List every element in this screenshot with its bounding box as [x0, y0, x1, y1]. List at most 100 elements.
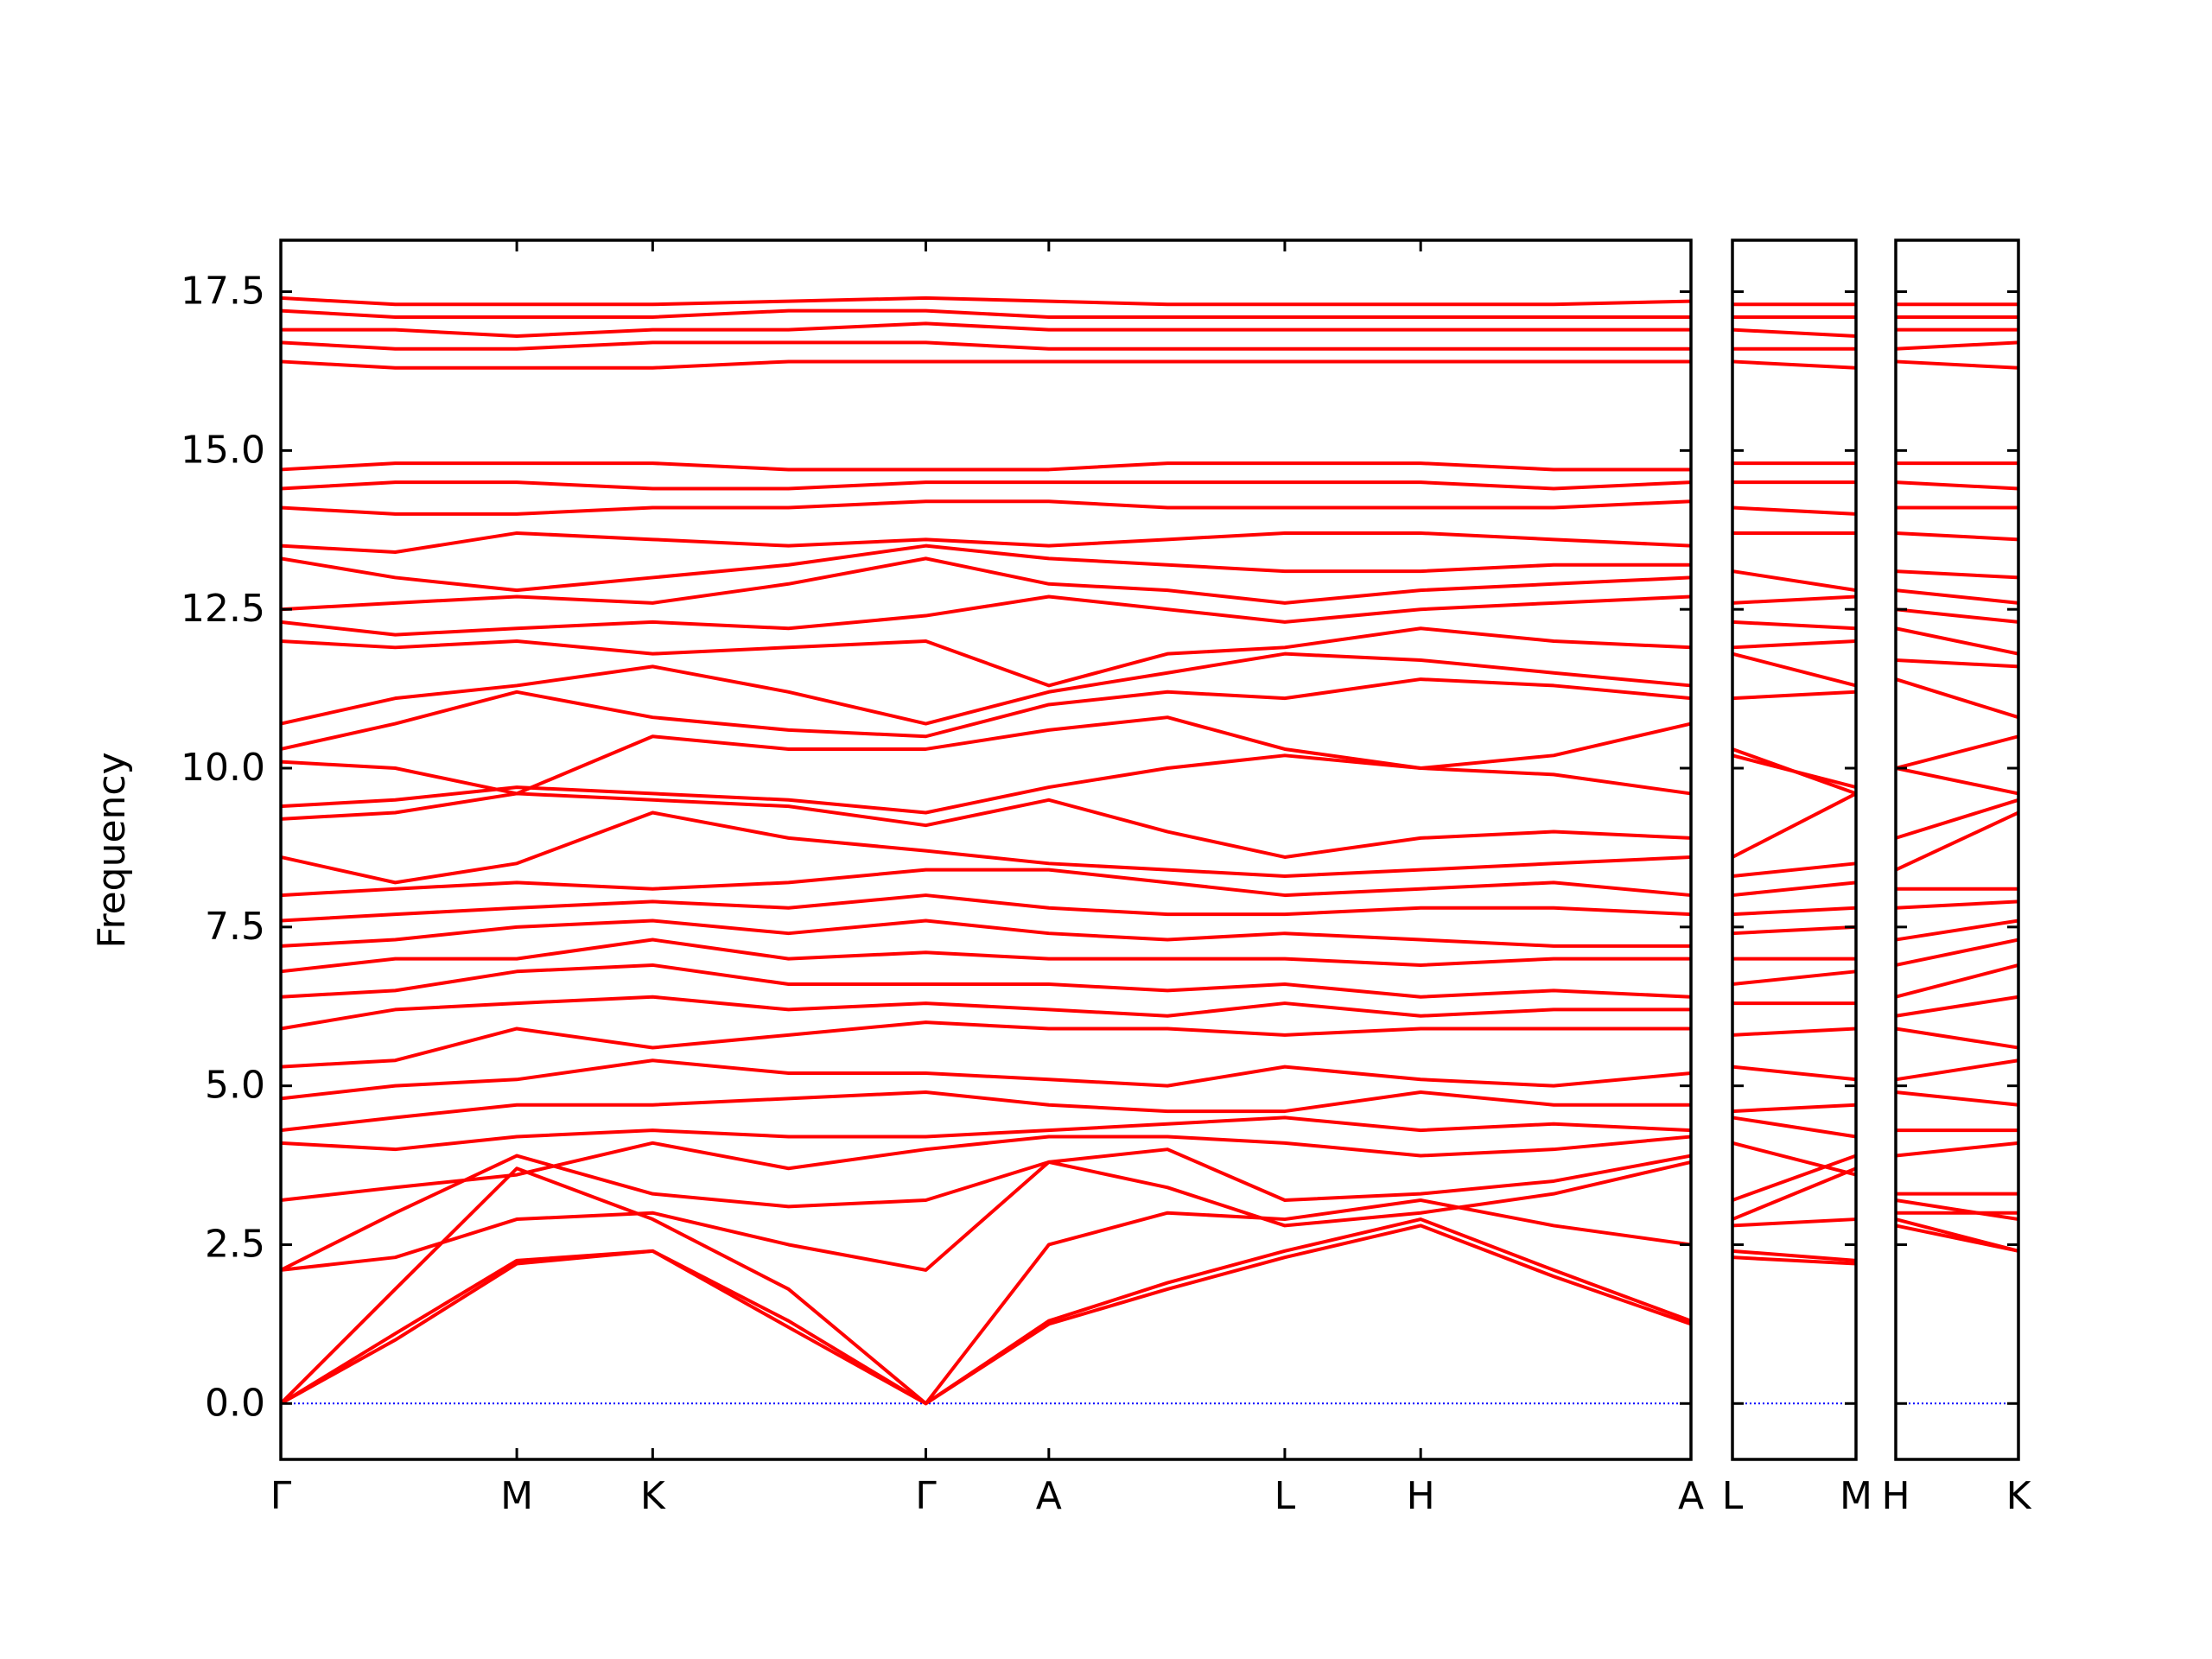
- x-tick-label: M: [1840, 1474, 1872, 1518]
- band-line: [1895, 340, 2019, 351]
- band-line: [280, 626, 1692, 688]
- band-line: [1895, 938, 2019, 967]
- band-line: [280, 359, 1691, 370]
- band-line: [1732, 1154, 1857, 1202]
- y-tick-label: 5.0: [205, 1064, 265, 1108]
- band-line: [1732, 1217, 1857, 1228]
- band-line: [1732, 690, 1857, 701]
- band-line: [280, 480, 1692, 491]
- y-tick-label: 15.0: [181, 428, 265, 472]
- x-tick-label: H: [1881, 1474, 1910, 1518]
- band-line: [1895, 766, 2019, 796]
- band-line: [280, 1135, 1692, 1202]
- x-tick-label: K: [2006, 1474, 2032, 1518]
- x-tick-label: A: [1036, 1474, 1062, 1518]
- y-tick-label: 17.5: [181, 270, 265, 314]
- band-line: [280, 308, 1691, 319]
- band-line: [279, 1217, 1692, 1406]
- band-line: [280, 1116, 1692, 1152]
- band-line: [1732, 594, 1857, 605]
- band-line: [280, 677, 1692, 751]
- band-line: [1895, 899, 2019, 910]
- band-line: [280, 715, 1692, 796]
- band-line: [280, 791, 1692, 859]
- band-line: [1895, 963, 2019, 999]
- y-tick-label: 10.0: [181, 746, 265, 790]
- x-tick-label: K: [640, 1474, 666, 1518]
- band-line: [1732, 1141, 1857, 1177]
- band-line: [280, 1058, 1692, 1101]
- band-line: [1732, 1103, 1857, 1114]
- band-line: [280, 461, 1691, 472]
- band-line: [1895, 1058, 2019, 1082]
- band-line: [1732, 791, 1857, 859]
- band-line: [1895, 1090, 2019, 1107]
- band-line: [280, 868, 1692, 898]
- band-line: [1895, 1198, 2019, 1222]
- band-line: [1732, 1116, 1857, 1139]
- band-line: [1895, 810, 2019, 872]
- band-line: [1732, 861, 1857, 878]
- band-line: [280, 918, 1691, 948]
- y-axis-label: Frequency: [90, 752, 134, 948]
- band-line: [1732, 1249, 1857, 1262]
- band-line: [280, 995, 1691, 1031]
- plot-frame: [1731, 238, 1858, 1461]
- band-line: [1732, 747, 1857, 796]
- band-line: [1895, 1217, 2019, 1253]
- band-line: [1732, 505, 1857, 516]
- band-line: [280, 1224, 1692, 1406]
- band-line: [280, 1147, 1692, 1272]
- band-line: [1732, 906, 1857, 917]
- band-line: [280, 938, 1691, 974]
- band-line: [1895, 1027, 2019, 1050]
- band-line: [1895, 607, 2019, 624]
- x-tick-label: Γ: [915, 1474, 937, 1518]
- band-line: [1732, 327, 1857, 339]
- band-line: [1732, 652, 1857, 688]
- band-line: [1732, 359, 1857, 370]
- band-line: [1732, 569, 1857, 593]
- band-line: [280, 652, 1692, 726]
- x-tick-label: L: [1274, 1474, 1296, 1518]
- band-line: [1732, 925, 1857, 936]
- band-line: [1732, 880, 1857, 898]
- x-tick-label: M: [500, 1474, 533, 1518]
- y-tick-label: 2.5: [205, 1222, 265, 1266]
- band-line: [1895, 734, 2019, 770]
- band-line: [1895, 798, 2019, 840]
- band-line: [1732, 1027, 1857, 1037]
- y-tick-label: 0.0: [205, 1381, 265, 1425]
- x-tick-label: A: [1678, 1474, 1704, 1518]
- band-line: [1895, 480, 2019, 491]
- band-line: [280, 893, 1692, 923]
- band-line: [1895, 918, 2019, 942]
- band-line: [1895, 531, 2019, 542]
- band-line: [1732, 620, 1857, 631]
- band-line: [1732, 1255, 1857, 1266]
- band-line: [1732, 639, 1857, 650]
- band-line: [1895, 569, 2019, 580]
- band-line: [1732, 1065, 1857, 1082]
- x-tick-label: L: [1722, 1474, 1744, 1518]
- band-line: [1895, 677, 2019, 720]
- band-line: [280, 531, 1692, 555]
- band-line: [280, 963, 1692, 999]
- y-tick-label: 7.5: [205, 905, 265, 949]
- band-line: [280, 810, 1692, 885]
- band-line: [279, 1166, 1692, 1406]
- band-line: [280, 499, 1692, 516]
- band-line: [280, 1090, 1691, 1133]
- band-line: [280, 1020, 1691, 1069]
- band-line: [1895, 626, 2019, 656]
- band-line: [1895, 359, 2019, 370]
- band-line: [280, 594, 1692, 637]
- band-line: [280, 556, 1692, 612]
- x-tick-label: Γ: [270, 1474, 292, 1518]
- band-line: [1895, 658, 2019, 669]
- band-line: [281, 321, 1691, 339]
- band-line: [1895, 1141, 2019, 1158]
- band-line: [1732, 1166, 1857, 1221]
